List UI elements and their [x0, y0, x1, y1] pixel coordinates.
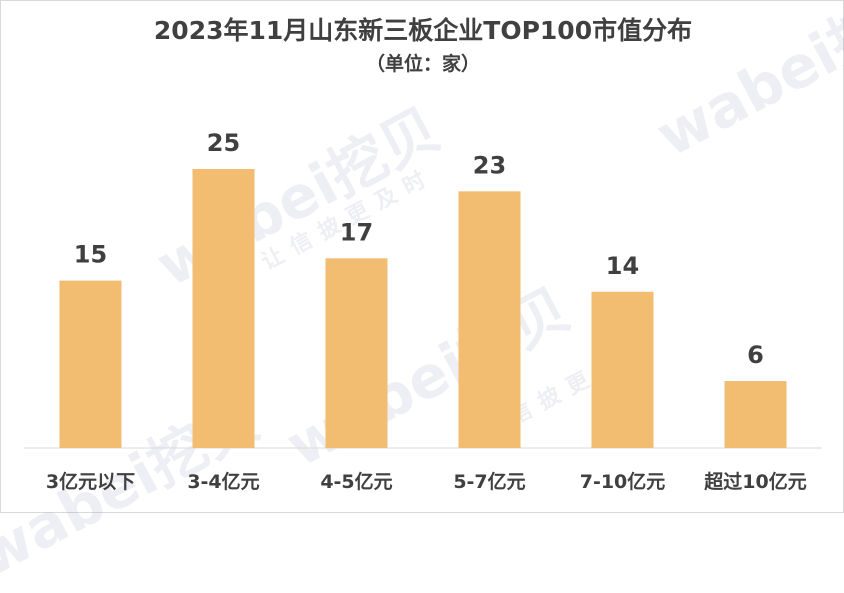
bar-2 [325, 258, 388, 448]
x-tick-label-2: 4-5亿元 [320, 470, 392, 493]
chart-title: 2023年11月山东新三板企业TOP100市值分布 [153, 16, 693, 45]
data-label-1: 25 [207, 129, 240, 157]
bar-chart: 15 3亿元以下 25 3-4亿元 17 4-5亿元 23 5-7亿元 14 7-10亿元 6 超过1… [24, 129, 822, 493]
x-tick-label-5: 超过10亿元 [703, 470, 806, 493]
data-label-5: 6 [747, 341, 764, 369]
x-tick-label-4: 7-10亿元 [580, 470, 666, 493]
x-tick-label-3: 5-7亿元 [453, 470, 525, 493]
x-tick-label-1: 3-4亿元 [187, 470, 259, 493]
bar-1 [192, 169, 255, 448]
chart-subtitle: （单位：家） [365, 53, 480, 75]
data-label-0: 15 [74, 241, 107, 269]
data-label-2: 17 [340, 218, 373, 246]
data-label-3: 23 [473, 151, 506, 179]
bar-4 [591, 291, 654, 448]
bar-0 [59, 280, 122, 448]
x-tick-label-0: 3亿元以下 [46, 470, 135, 493]
bar-3 [458, 191, 521, 448]
bar-5 [724, 381, 787, 448]
data-label-4: 14 [606, 252, 639, 280]
